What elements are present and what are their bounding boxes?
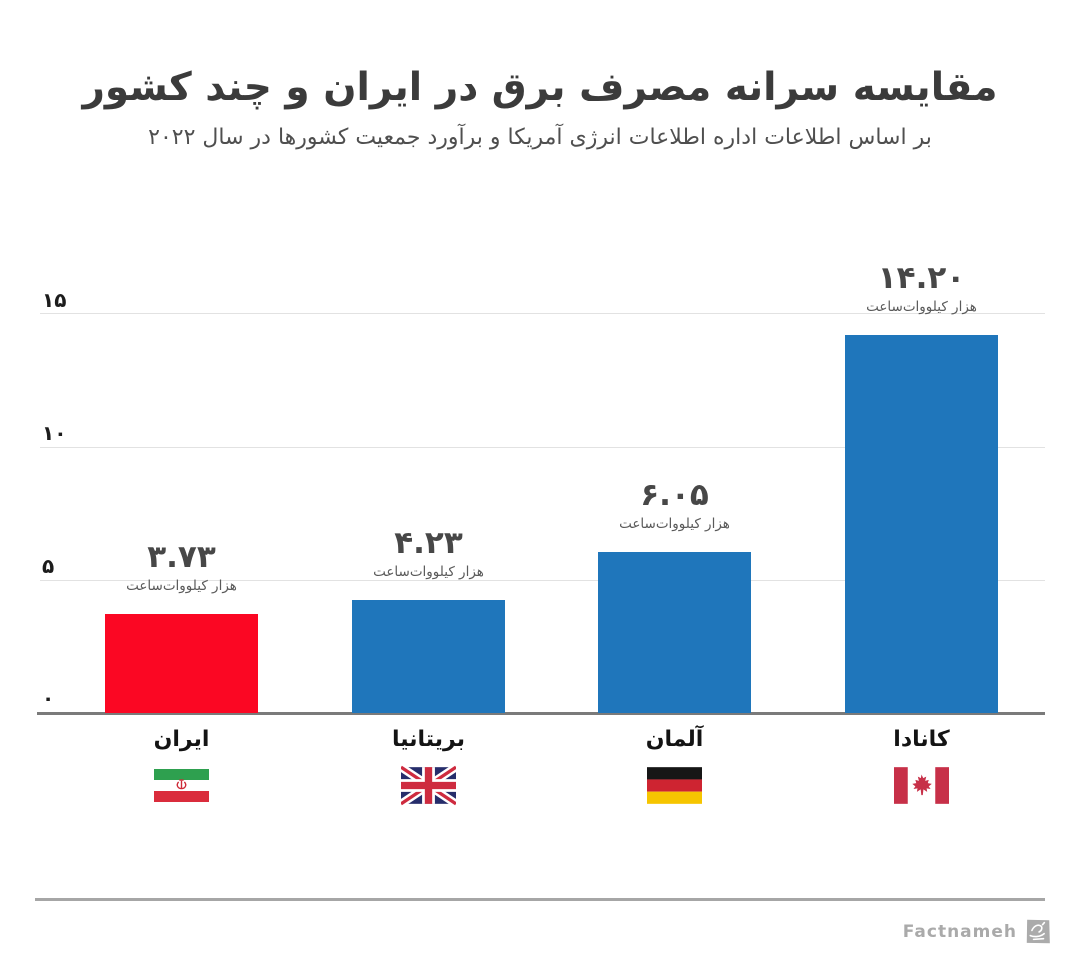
bar-iran xyxy=(105,614,258,713)
uk-flag-icon xyxy=(401,765,456,806)
y-tick-0: ۰ xyxy=(42,686,55,710)
country-label-canada: کانادا xyxy=(893,727,950,752)
bar-group-germany: ۶.۰۵ هزار کیلووات‌ساعت آلمان xyxy=(598,0,751,962)
bar-canada xyxy=(845,335,998,713)
chart-title: مقایسه سرانه مصرف برق در ایران و چند کشو… xyxy=(82,65,998,110)
value-label-uk: ۴.۲۳ هزار کیلووات‌ساعت xyxy=(312,526,545,580)
y-tick-10: ۱۰ xyxy=(42,421,67,445)
chart-subtitle: بر اساس اطلاعات اداره اطلاعات انرژی آمری… xyxy=(148,124,932,150)
value-unit: هزار کیلووات‌ساعت xyxy=(373,564,484,580)
value-number: ۳.۷۳ xyxy=(147,538,216,575)
gridline-15 xyxy=(40,313,1045,314)
bar-group-iran: ۳.۷۳ هزار کیلووات‌ساعت ایران xyxy=(105,0,258,962)
value-number: ۱۴.۲۰ xyxy=(877,259,966,296)
bar-germany xyxy=(598,552,751,713)
value-label-germany: ۶.۰۵ هزار کیلووات‌ساعت xyxy=(558,478,791,532)
chart-header: مقایسه سرانه مصرف برق در ایران و چند کشو… xyxy=(0,62,1080,153)
country-label-germany: آلمان xyxy=(645,727,704,752)
gridline-10 xyxy=(40,447,1045,448)
bar-uk xyxy=(352,600,505,713)
factnameh-stamp-icon xyxy=(1024,916,1053,947)
y-tick-15: ۱۵ xyxy=(42,288,67,312)
y-tick-5: ۵ xyxy=(42,554,55,578)
germany-flag-icon xyxy=(647,765,702,806)
canada-flag-icon xyxy=(894,765,949,806)
gridline-5 xyxy=(40,580,1045,581)
value-unit: هزار کیلووات‌ساعت xyxy=(866,299,977,315)
brand-name: Factnameh xyxy=(902,921,1017,942)
value-label-iran: ۳.۷۳ هزار کیلووات‌ساعت xyxy=(65,540,298,594)
country-label-uk: بریتانیا xyxy=(392,727,465,752)
iran-flag-icon xyxy=(154,765,209,806)
value-unit: هزار کیلووات‌ساعت xyxy=(126,578,237,594)
value-label-canada: ۱۴.۲۰ هزار کیلووات‌ساعت xyxy=(805,261,1038,315)
x-axis-baseline xyxy=(37,712,1045,715)
value-number: ۴.۲۳ xyxy=(394,524,463,561)
footer-divider xyxy=(35,898,1045,901)
value-unit: هزار کیلووات‌ساعت xyxy=(619,516,730,532)
bar-group-uk: ۴.۲۳ هزار کیلووات‌ساعت بریتانیا xyxy=(352,0,505,962)
country-label-iran: ایران xyxy=(153,727,210,752)
brand: Factnameh xyxy=(903,917,1052,946)
value-number: ۶.۰۵ xyxy=(640,476,709,513)
bar-group-canada: ۱۴.۲۰ هزار کیلووات‌ساعت کانادا xyxy=(845,0,998,962)
